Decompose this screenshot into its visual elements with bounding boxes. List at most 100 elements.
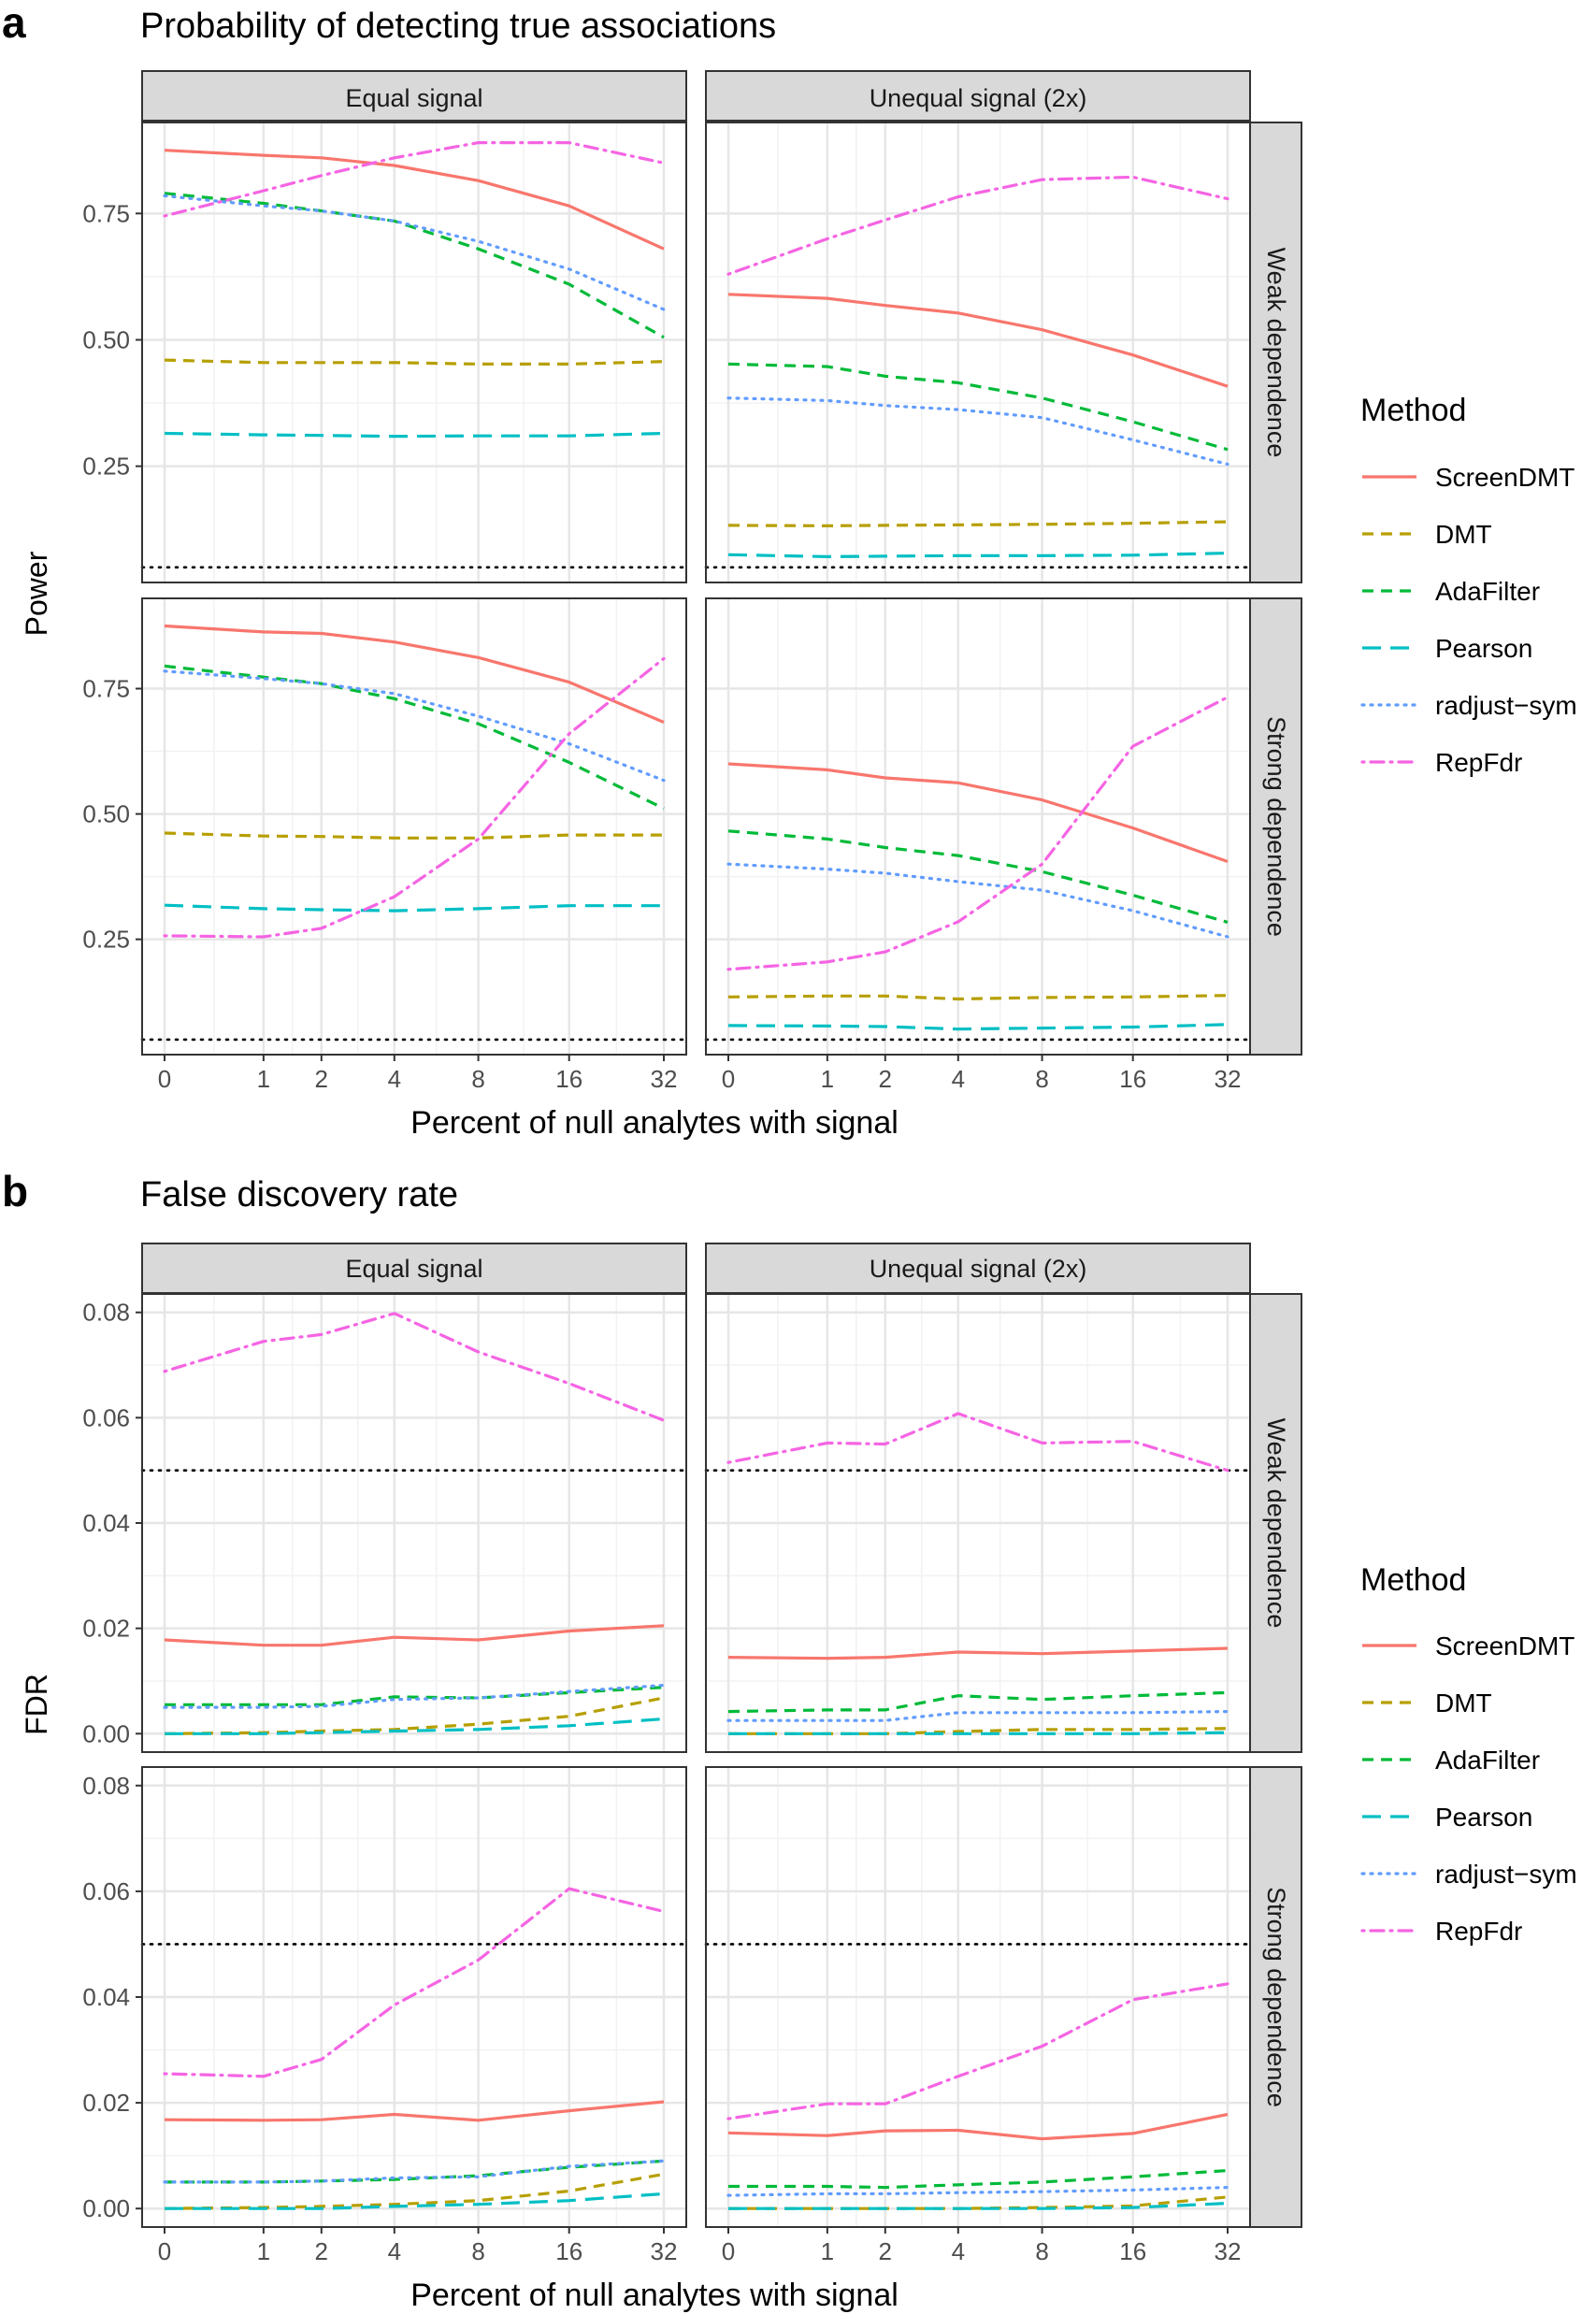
y-tick-label: 0.50: [82, 325, 130, 353]
x-tick-label: 1: [821, 1065, 834, 1093]
legend-label: radjust−sym: [1435, 691, 1577, 720]
y-tick-label: 0.08: [82, 1772, 130, 1800]
legend-label: ScreenDMT: [1435, 1631, 1574, 1660]
facet: 0 1 2 4 8 16 32: [704, 1766, 1252, 2265]
strip-col-unequal-b: [705, 1243, 1251, 1294]
power-chart: 0.25 0.50 0.75 0.25 0.50 0.75 0 1 2 4 8 16 32 0 1 2 4 8 16…: [82, 122, 1252, 1093]
x-tick-label: 0: [158, 2237, 171, 2265]
series-line-dmt: [164, 358, 665, 366]
x-tick-label: 16: [555, 2237, 582, 2265]
facet: 0.00 0.02 0.04 0.06 0.08: [82, 1293, 688, 1753]
facet-border: [141, 597, 687, 1056]
legend-item-adafilter: AdaFilter: [1362, 577, 1540, 606]
x-tick-label: 4: [952, 2237, 965, 2265]
y-tick-label: 0.04: [82, 1509, 130, 1537]
y-tick-label: 0.06: [82, 1877, 130, 1905]
x-tick-label: 2: [315, 2237, 328, 2265]
legend-item-radjustsym: radjust−sym: [1360, 1860, 1577, 1889]
strip-col-unequal-a-label: Unequal signal (2x): [870, 84, 1087, 112]
legend-panel-a: Method ScreenDMT DMT AdaFilter Pearson radju…: [1360, 393, 1577, 777]
facet: 0.25 0.50 0.75 0 1 2 4 8 16 32: [82, 597, 688, 1093]
legend-item-screendmt: ScreenDMT: [1362, 1631, 1574, 1660]
x-tick-label: 4: [388, 2237, 401, 2265]
x-tick-label: 16: [1119, 2237, 1146, 2265]
legend-title: Method: [1360, 393, 1466, 428]
series-line-screendmt: [727, 293, 1229, 388]
series-line-pearson: [728, 1731, 1229, 1735]
x-tick-label: 8: [1035, 2237, 1048, 2265]
legend-label: Pearson: [1435, 1803, 1532, 1832]
series-line-screendmt: [727, 1646, 1229, 1660]
x-tick-label: 32: [1215, 1065, 1242, 1093]
legend-label: RepFdr: [1435, 748, 1522, 777]
series-line-screendmt: [727, 762, 1229, 864]
x-tick-label: 8: [1035, 1065, 1048, 1093]
x-tick-label: 16: [1119, 1065, 1146, 1093]
strip-row-weak-a: [1249, 122, 1302, 583]
facet: [704, 1293, 1252, 1753]
panel-a-y-axis-title: Power: [20, 551, 53, 636]
series-line-adafilter: [164, 192, 665, 339]
y-tick-label: 0.25: [82, 453, 130, 481]
facet-border: [705, 122, 1251, 583]
strip-col-equal-a: [141, 70, 687, 122]
facet-border: [141, 122, 687, 583]
facet-border: [705, 1293, 1251, 1753]
legend-item-pearson: Pearson: [1362, 1803, 1532, 1832]
series-line-repfdr: [726, 1982, 1229, 2120]
y-tick-label: 0.00: [82, 2194, 130, 2222]
series-line-pearson: [164, 903, 664, 913]
series-line-radjustsym: [726, 1709, 1229, 1722]
x-tick-label: 0: [722, 1065, 735, 1093]
facet: 0.00 0.02 0.04 0.06 0.08 0 1 2 4 8 16 32: [82, 1766, 688, 2265]
strip-col-unequal-b-label: Unequal signal (2x): [870, 1255, 1087, 1283]
series-line-radjustsym: [726, 2186, 1229, 2197]
series-line-pearson: [727, 1023, 1229, 1031]
x-tick-label: 2: [315, 1065, 328, 1093]
series-line-pearson: [165, 1717, 665, 1735]
x-tick-label: 2: [879, 1065, 892, 1093]
series-line-radjustsym: [163, 2159, 666, 2184]
fdr-chart: 0.00 0.02 0.04 0.06 0.08 0.00 0.02 0.04 0.06 0.08…: [82, 1293, 1252, 2265]
series-line-screendmt: [164, 624, 665, 724]
x-tick-label: 2: [879, 2237, 892, 2265]
x-tick-label: 8: [471, 1065, 484, 1093]
series-line-repfdr: [163, 1887, 666, 2078]
strip-row-strong-a: [1249, 597, 1302, 1056]
panel-b-y-axis-title: FDR: [20, 1674, 53, 1735]
legend-item-radjustsym: radjust−sym: [1360, 691, 1577, 720]
series-line-pearson: [727, 552, 1229, 559]
panel-b-title: False discovery rate: [140, 1175, 458, 1214]
legend-label: Pearson: [1435, 634, 1532, 663]
strip-row-weak-b: [1249, 1293, 1302, 1753]
series-line-repfdr: [726, 1412, 1229, 1473]
panel-b-x-axis-title: Percent of null analytes with signal: [410, 2278, 899, 2313]
series-line-repfdr: [163, 656, 666, 939]
x-tick-label: 4: [952, 1065, 965, 1093]
legend-label: RepFdr: [1435, 1917, 1522, 1946]
series-line-adafilter: [727, 829, 1229, 924]
x-tick-label: 1: [821, 2237, 834, 2265]
y-tick-label: 0.75: [82, 199, 130, 227]
series-line-repfdr: [163, 141, 666, 218]
facet: 0 1 2 4 8 16 32: [704, 597, 1252, 1093]
facet: [704, 122, 1252, 583]
y-tick-label: 0.04: [82, 1983, 130, 2011]
panel-a-title: Probability of detecting true associatio…: [140, 7, 776, 46]
x-tick-label: 32: [651, 2237, 678, 2265]
legend-item-repfdr: RepFdr: [1360, 1917, 1522, 1946]
x-tick-label: 32: [651, 1065, 678, 1093]
facet-border: [705, 1766, 1251, 2228]
series-line-adafilter: [727, 1690, 1229, 1714]
x-tick-label: 16: [555, 1065, 582, 1093]
x-tick-label: 0: [158, 1065, 171, 1093]
x-tick-label: 1: [257, 2237, 270, 2265]
series-line-dmt: [727, 520, 1229, 528]
legend-label: DMT: [1435, 1689, 1492, 1718]
y-tick-label: 0.75: [82, 675, 130, 703]
series-line-repfdr: [726, 175, 1229, 276]
strip-col-equal-a-label: Equal signal: [345, 84, 482, 112]
strip-row-weak-a-label: Weak dependence: [1262, 248, 1290, 458]
y-tick-label: 0.08: [82, 1299, 130, 1327]
